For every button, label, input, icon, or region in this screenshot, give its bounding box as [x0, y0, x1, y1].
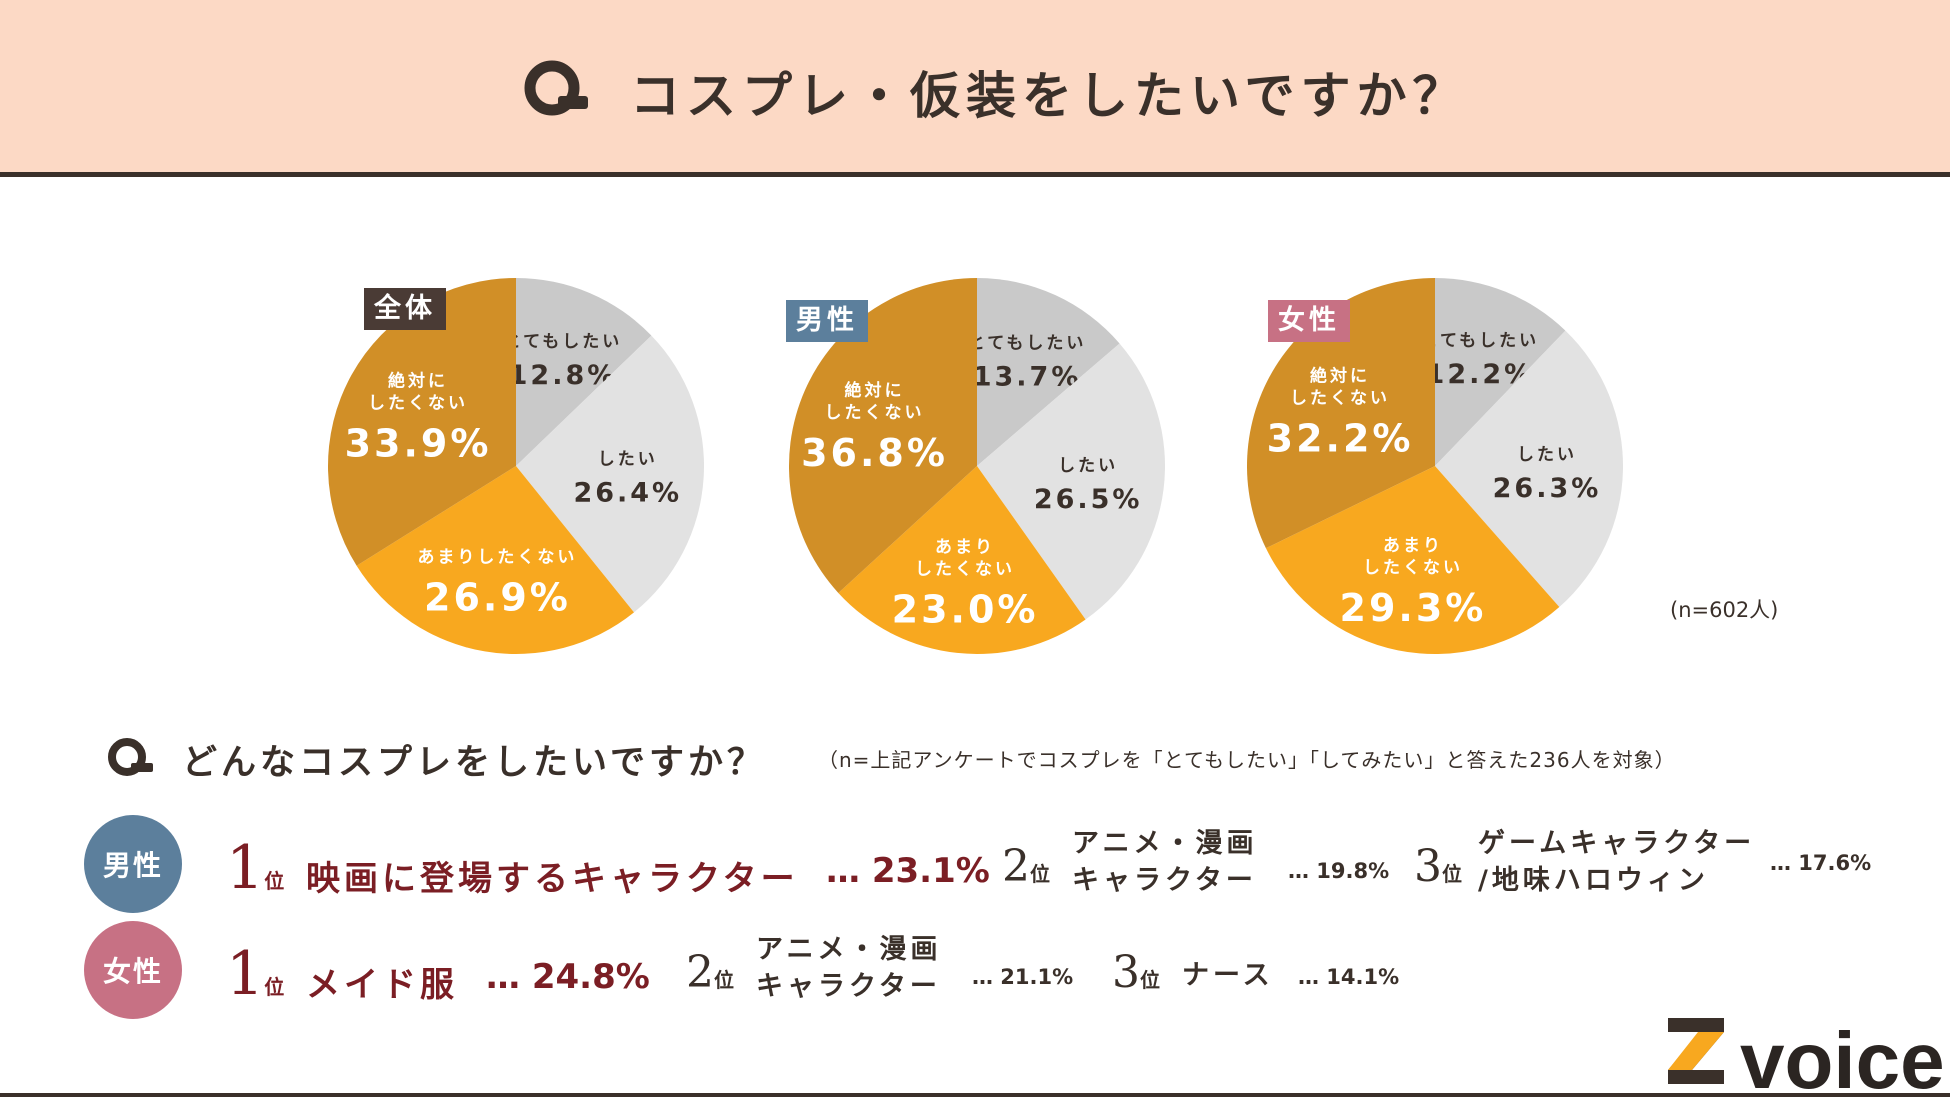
- slice-percent-label: 26.3%: [1493, 473, 1602, 504]
- q-icon-small: [108, 738, 153, 776]
- rank-unit: 位: [1442, 862, 1462, 886]
- sample-size-note: (n=602人): [1670, 598, 1779, 622]
- male-rank-2: 2位: [1002, 841, 1050, 892]
- slice-category-label: したくない: [1290, 389, 1390, 409]
- rank-number: 2: [686, 947, 714, 998]
- pie-slice: [516, 335, 704, 613]
- brand-logo: voice: [1668, 1016, 1945, 1097]
- item-line-1: アニメ・漫画: [756, 934, 942, 965]
- badge-female: 女性: [1268, 300, 1350, 342]
- rank-unit: 位: [264, 975, 285, 999]
- slice-percent-label: 36.8%: [801, 431, 948, 475]
- pie-slice: [977, 343, 1165, 620]
- pie-slice: [516, 278, 652, 466]
- pie-slice: [327, 278, 516, 566]
- pie-slice: [789, 278, 977, 593]
- section2-note: （n=上記アンケートでコスプレを「とてもしたい」「してみたい」と答えた236人を…: [818, 748, 1676, 772]
- q-icon: [524, 60, 588, 116]
- slice-percent-label: 26.5%: [1034, 484, 1143, 515]
- male-rank-2-pct: … 19.8%: [1288, 859, 1390, 883]
- page-title: コスプレ・仮装をしたいですか？: [630, 67, 1469, 125]
- rank-unit: 位: [264, 869, 285, 893]
- item-line-2: /地味ハロウィン: [1478, 865, 1709, 896]
- pie-slice: [1435, 330, 1623, 608]
- pie-slice: [356, 466, 635, 654]
- slice-category-label: したい: [598, 450, 658, 470]
- slice-category-label: したくない: [368, 394, 468, 414]
- brand-name: voice: [1740, 1016, 1945, 1097]
- slice-percent-label: 29.3%: [1340, 586, 1487, 630]
- badge-all: 全体: [364, 288, 446, 330]
- slice-percent-label: 26.4%: [573, 478, 682, 509]
- male-rank-3: 3位: [1414, 841, 1462, 892]
- slice-percent-label: 33.9%: [345, 422, 492, 466]
- rank-number: 3: [1414, 841, 1442, 892]
- rank-number: 3: [1112, 947, 1140, 998]
- rank-number: 1: [226, 939, 265, 1009]
- slice-percent-label: 26.9%: [424, 575, 571, 619]
- pie-charts: とてもしたい12.8%したい26.4%あまりしたくない26.9%絶対にしたくない…: [327, 278, 1623, 654]
- slice-category-label: したくない: [824, 403, 924, 423]
- badge-male: 男性: [786, 300, 868, 342]
- slice-category-label: したい: [1517, 445, 1577, 465]
- male-ranking-row: 男性 1位 映画に登場するキャラクター … 23.1% 2位 アニメ・漫画 キャ…: [0, 815, 1950, 915]
- pie-slice: [977, 278, 1120, 466]
- slice-category-label: 絶対に: [844, 380, 904, 401]
- slice-category-label: あまりしたくない: [417, 547, 577, 567]
- slice-category-label: とてもしたい: [504, 332, 623, 352]
- rank-number: 1: [226, 833, 265, 903]
- slice-percent-label: 23.0%: [892, 587, 1039, 631]
- male-rank-1: 1位: [226, 833, 284, 903]
- header-band: コスプレ・仮装をしたいですか？: [0, 0, 1950, 177]
- rank-number: 2: [1002, 841, 1030, 892]
- pie-chart-female: とてもしたい12.2%したい26.3%あまりしたくない29.3%絶対にしたくない…: [1247, 278, 1623, 654]
- female-rank-2: 2位: [686, 947, 734, 998]
- female-rank-1-item: メイド服: [306, 965, 458, 1005]
- slice-category-label: したくない: [1363, 558, 1463, 578]
- slice-percent-label: 13.7%: [973, 361, 1082, 392]
- pie-chart-all: とてもしたい 12.8% したい 26.4% あまりしたくない 26.9% 絶対にしたくない…: [327, 278, 704, 654]
- item-line-2: キャラクター: [1072, 865, 1257, 896]
- female-rank-2-item: アニメ・漫画 キャラクター: [756, 931, 941, 1005]
- slice-category-label: あまり: [935, 537, 995, 557]
- footer-line: [0, 1093, 1950, 1097]
- pie-slice: [1247, 278, 1435, 549]
- female-rank-3-item: ナース: [1182, 960, 1274, 991]
- slice-percent-label: 12.8%: [509, 360, 618, 391]
- slice-category-label: とてもしたい: [1421, 331, 1540, 351]
- male-rank-3-item: ゲームキャラクター /地味ハロウィン: [1478, 825, 1755, 899]
- male-circle: 男性: [84, 815, 182, 913]
- slice-percent-label: 32.2%: [1267, 417, 1414, 461]
- slice-category-label: したい: [1058, 456, 1118, 476]
- female-rank-1: 1位: [226, 939, 284, 1009]
- female-ranking-row: 女性 1位 メイド服 … 24.8% 2位 アニメ・漫画 キャラクター … 21…: [0, 921, 1950, 1021]
- rank-unit: 位: [714, 968, 734, 992]
- pie-chart-male: とてもしたい13.7%したい26.5%あまりしたくない23.0%絶対にしたくない…: [789, 278, 1165, 654]
- section2-question: どんなコスプレをしたいですか？: [182, 743, 766, 783]
- pie-slice: [1435, 278, 1566, 466]
- female-rank-1-pct: … 24.8%: [486, 957, 650, 997]
- slice-category-label: 絶対に: [388, 371, 448, 392]
- pie-slice: [838, 466, 1086, 654]
- item-line-2: キャラクター: [756, 971, 941, 1002]
- female-rank-3: 3位: [1112, 947, 1160, 998]
- slice-category-label: とてもしたい: [968, 333, 1087, 353]
- item-line-1: アニメ・漫画: [1072, 828, 1258, 859]
- female-circle: 女性: [84, 921, 182, 1019]
- item-line-1: ゲームキャラクター: [1478, 828, 1756, 859]
- rank-unit: 位: [1140, 968, 1160, 992]
- rank-unit: 位: [1030, 862, 1050, 886]
- pie-slice: [1265, 466, 1560, 654]
- male-rank-1-pct: … 23.1%: [826, 851, 990, 891]
- female-rank-3-pct: … 14.1%: [1298, 965, 1400, 989]
- male-rank-1-item: 映画に登場するキャラクター: [306, 859, 799, 899]
- female-rank-2-pct: … 21.1%: [972, 965, 1074, 989]
- male-rank-2-item: アニメ・漫画 キャラクター: [1072, 825, 1257, 899]
- male-rank-3-pct: … 17.6%: [1770, 851, 1872, 875]
- slice-category-label: 絶対に: [1310, 366, 1370, 387]
- slice-category-label: あまり: [1383, 536, 1443, 556]
- slice-category-label: したくない: [915, 559, 1015, 579]
